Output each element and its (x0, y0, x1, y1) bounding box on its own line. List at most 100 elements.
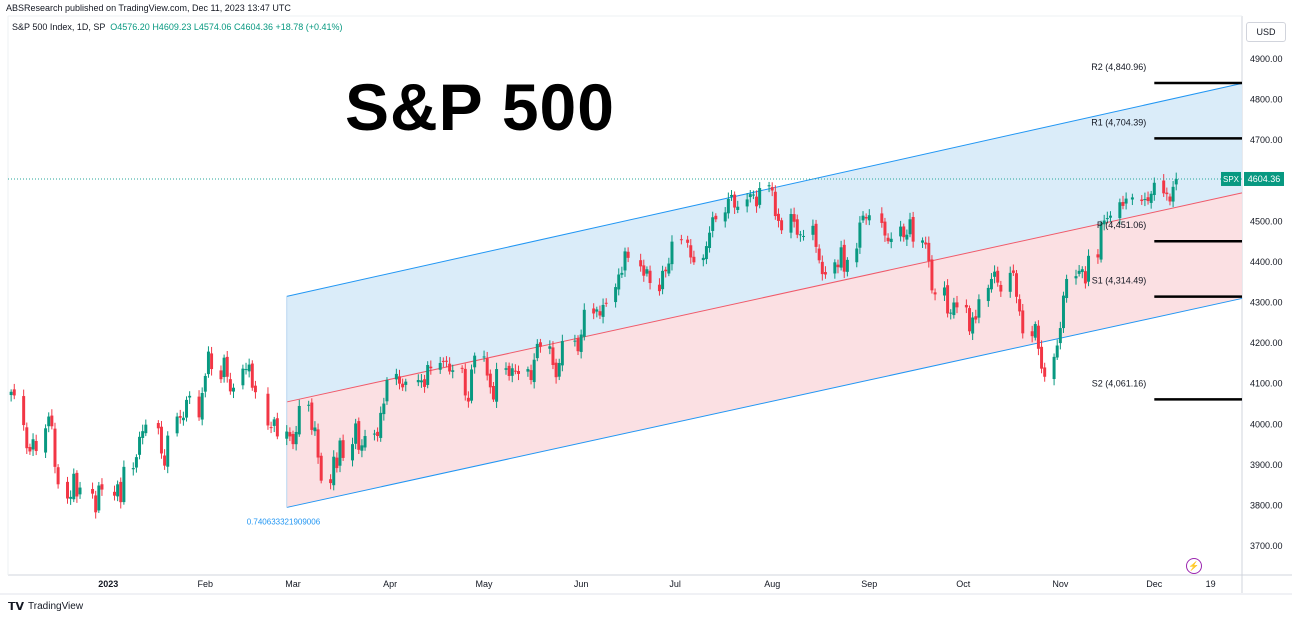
x-tick-label: Aug (764, 579, 780, 589)
candle-body (188, 395, 192, 398)
candle-body (473, 355, 477, 368)
candle-body (175, 416, 179, 434)
candle-body (964, 304, 968, 308)
candle-body (842, 244, 846, 272)
candle-body (986, 287, 990, 302)
candle-body (354, 423, 358, 444)
candle-body (927, 242, 931, 262)
candle-body (560, 341, 564, 366)
candle-body (529, 370, 533, 381)
candle-body (285, 431, 289, 439)
candle-body (47, 416, 51, 427)
currency-button[interactable]: USD (1246, 22, 1286, 42)
candle-body (595, 309, 599, 312)
x-tick-label: Apr (383, 579, 397, 589)
symbol-tag (1221, 171, 1241, 186)
candle-body (1040, 346, 1044, 369)
candle-body (53, 428, 57, 467)
candle-body (382, 403, 386, 415)
candle-body (755, 196, 759, 207)
channel-lower-line (286, 297, 1243, 508)
candle-body (554, 362, 558, 378)
candle-body (576, 338, 580, 352)
x-tick-label: Oct (956, 579, 971, 589)
candle-body (617, 274, 621, 290)
candle-body (924, 242, 928, 245)
legend-low: L4574.06 (193, 22, 232, 32)
candle-body (1018, 299, 1022, 312)
candle-body (792, 214, 796, 222)
candle-body (372, 433, 376, 435)
y-tick-label: 4300.00 (1250, 298, 1283, 308)
candle-body (50, 415, 54, 427)
candle-body (429, 366, 433, 369)
y-tick-label: 4000.00 (1250, 419, 1283, 429)
candle-body (491, 386, 495, 400)
candle-body (598, 311, 602, 316)
candle-body (1015, 273, 1018, 297)
candle-body (91, 488, 95, 494)
candle-body (1096, 254, 1100, 258)
x-tick-label: 19 (1206, 579, 1216, 589)
publisher-line: ABSResearch published on TradingView.com… (6, 3, 291, 13)
legend-high: H4609.23 (152, 22, 192, 32)
candle-body (776, 213, 780, 221)
candle-body (144, 424, 148, 434)
candle-body (532, 359, 536, 383)
candle-body (582, 309, 586, 337)
candle-body (316, 429, 320, 458)
candle-body (692, 256, 696, 263)
candle-body (181, 417, 185, 421)
candle-body (1168, 196, 1172, 202)
candle-body (820, 261, 824, 275)
candle-body (485, 358, 489, 376)
candle-body (441, 360, 445, 362)
candle-body (138, 436, 142, 455)
channel-upper-line (286, 82, 1243, 297)
candle-body (942, 287, 946, 296)
candle-body (679, 239, 683, 241)
candle-body (686, 239, 690, 243)
candle-body (811, 225, 815, 235)
candle-body (122, 466, 126, 503)
candle-body (551, 347, 555, 365)
candle-body (66, 481, 69, 499)
candle-body (1033, 324, 1037, 338)
channel-pearson-label: 0.740633321909006 (247, 517, 321, 526)
candle-body (423, 379, 427, 387)
candle-body (855, 248, 859, 263)
candle-body (886, 237, 890, 242)
candle-body (526, 369, 530, 372)
tradingview-logo[interactable]: 𝗧𝗩 TradingView (8, 600, 83, 613)
candle-body (119, 481, 123, 503)
candle-body (723, 212, 727, 222)
candle-body (736, 206, 740, 210)
candle-body (1118, 202, 1122, 219)
candle-body (12, 389, 16, 396)
candle-body (989, 278, 993, 290)
candle-body (210, 353, 214, 370)
candle-body (714, 215, 718, 220)
x-tick-label: Feb (198, 579, 214, 589)
candle-body (733, 194, 737, 208)
candle-body (1058, 328, 1062, 344)
candle-body (883, 221, 887, 236)
candle-body (228, 379, 232, 392)
candle-body (470, 369, 474, 401)
candle-body (200, 393, 204, 420)
candle-body (642, 265, 646, 276)
candle-body (332, 456, 336, 486)
x-tick-label: 2023 (98, 579, 118, 589)
candle-body (401, 383, 405, 388)
flash-icon[interactable]: ⚡ (1186, 558, 1202, 574)
candle-body (163, 455, 167, 466)
x-tick-label: Jul (669, 579, 681, 589)
candle-body (131, 468, 135, 470)
big-title: S&P 500 (345, 70, 615, 144)
candle-body (908, 219, 912, 235)
candle-body (823, 272, 827, 275)
candle-body (933, 292, 937, 295)
candle-body (952, 302, 956, 316)
candle-body (639, 260, 643, 267)
